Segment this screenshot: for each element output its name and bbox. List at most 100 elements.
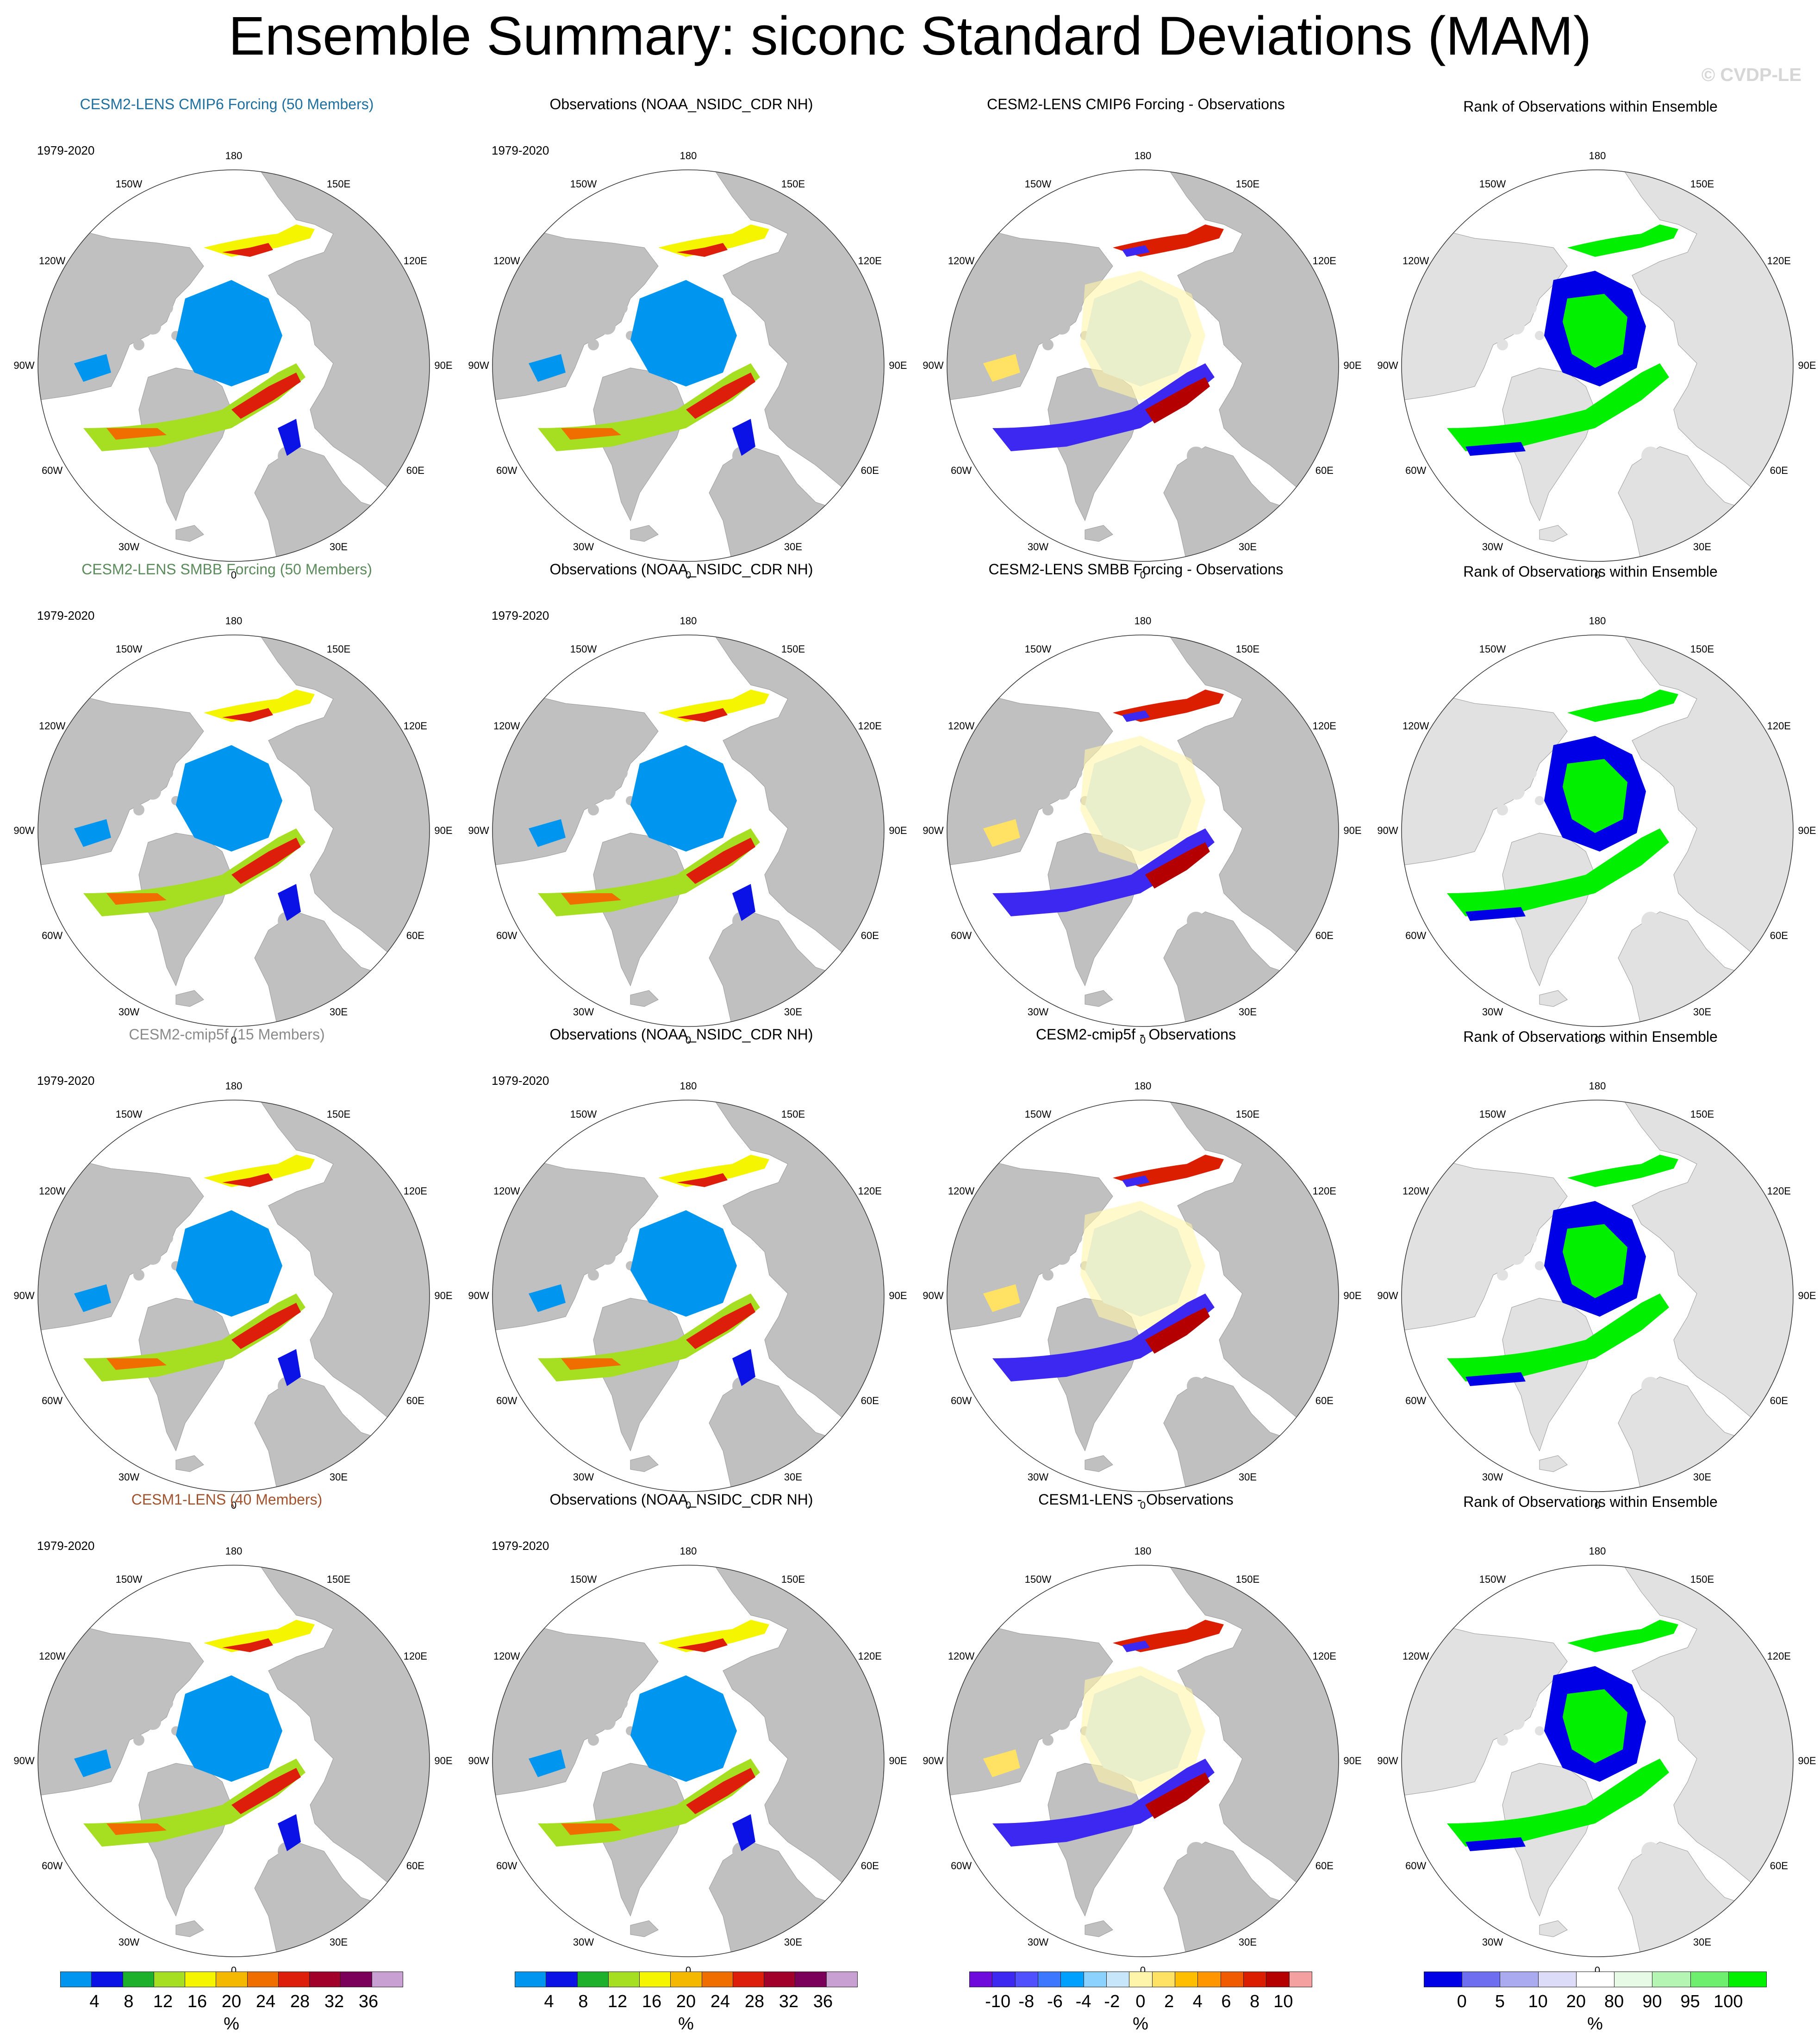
colorbar-swatch xyxy=(216,1972,248,1987)
colorbar-unit-label: % xyxy=(224,2014,239,2034)
longitude-label: 180 xyxy=(679,150,697,162)
colorbar-swatch xyxy=(1220,1972,1244,1987)
longitude-label: 90W xyxy=(13,360,35,371)
colorbar-swatch xyxy=(1690,1972,1729,1987)
colorbar-tick-label: -2 xyxy=(1104,1992,1120,2011)
longitude-label: 120W xyxy=(947,720,975,732)
polar-map xyxy=(37,169,430,562)
longitude-label: 90E xyxy=(434,360,453,371)
longitude-label: 90E xyxy=(889,1290,907,1301)
longitude-label: 120E xyxy=(858,720,882,732)
polar-map xyxy=(37,634,430,1027)
polar-map xyxy=(37,1100,430,1492)
polar-map xyxy=(947,634,1339,1027)
colorbar-swatch xyxy=(764,1972,796,1987)
longitude-label: 30E xyxy=(1238,1936,1257,1948)
longitude-label: 150E xyxy=(781,1108,805,1120)
colorbar-tick-label: 2 xyxy=(1164,1992,1174,2011)
longitude-label: 0 xyxy=(231,1499,237,1511)
colorbar-tick-label: 36 xyxy=(813,1992,833,2011)
longitude-label: 120W xyxy=(493,1185,520,1197)
colorbar-swatch xyxy=(826,1972,858,1987)
longitude-label: 30E xyxy=(1238,541,1257,553)
colorbar-swatch xyxy=(1728,1972,1767,1987)
longitude-label: 60E xyxy=(1315,929,1334,941)
longitude-label: 90W xyxy=(13,1290,35,1301)
colorbar-tick-label: 36 xyxy=(358,1992,379,2011)
longitude-label: 60E xyxy=(1315,1394,1334,1406)
colorbar-tick-label: 16 xyxy=(642,1992,662,2011)
colorbar-tick-label: 90 xyxy=(1642,1992,1662,2011)
longitude-label: 120W xyxy=(38,1185,66,1197)
colorbar-swatch xyxy=(122,1972,154,1987)
panel-title: Rank of Observations within Ensemble xyxy=(1463,1028,1718,1045)
longitude-label: 60W xyxy=(951,929,972,941)
longitude-label: 60W xyxy=(1405,1860,1427,1872)
polar-map xyxy=(1401,169,1794,562)
colorbar-swatch xyxy=(1576,1972,1615,1987)
colorbar-swatch xyxy=(91,1972,123,1987)
longitude-label: 180 xyxy=(1134,1545,1152,1557)
longitude-label: 150W xyxy=(570,1573,597,1585)
longitude-label: 30W xyxy=(573,1471,594,1483)
longitude-label: 150W xyxy=(115,643,143,655)
figure-title: Ensemble Summary: siconc Standard Deviat… xyxy=(228,6,1592,67)
panel-row1-diff: CESM2-LENS CMIP6 Forcing - Observations 1… xyxy=(909,95,1363,581)
colorbar-tick-label: 10 xyxy=(1528,1992,1548,2011)
longitude-label: 120E xyxy=(1312,255,1336,267)
colorbar-tick-label: 0 xyxy=(1457,1992,1467,2011)
panel-title: CESM1-LENS (40 Members) xyxy=(131,1491,323,1508)
longitude-label: 120E xyxy=(1767,1650,1791,1662)
longitude-label: 30W xyxy=(573,1006,594,1018)
longitude-label: 150W xyxy=(115,1108,143,1120)
longitude-label: 150E xyxy=(326,178,351,190)
longitude-label: 60E xyxy=(1315,464,1334,476)
longitude-label: 90W xyxy=(468,825,489,836)
longitude-label: 30E xyxy=(1238,1471,1257,1483)
longitude-label: 30E xyxy=(329,1936,348,1948)
longitude-label: 120E xyxy=(1767,255,1791,267)
colorbar-swatch xyxy=(1152,1972,1175,1987)
longitude-label: 180 xyxy=(1589,615,1606,627)
longitude-label: 30E xyxy=(1238,1006,1257,1018)
longitude-label: 150E xyxy=(1690,643,1714,655)
longitude-label: 120E xyxy=(1312,720,1336,732)
colorbar-swatch xyxy=(1060,1972,1084,1987)
longitude-label: 60E xyxy=(406,464,424,476)
longitude-label: 150E xyxy=(781,1573,805,1585)
colorbar-swatch xyxy=(1538,1972,1577,1987)
longitude-label: 60W xyxy=(1405,1394,1427,1406)
longitude-label: 90W xyxy=(1377,825,1398,836)
polar-map xyxy=(492,634,885,1027)
colorbar-swatch xyxy=(701,1972,733,1987)
longitude-label: 90E xyxy=(1343,1755,1362,1767)
longitude-label: 90E xyxy=(434,825,453,836)
longitude-label: 90W xyxy=(1377,1755,1398,1767)
longitude-label: 120W xyxy=(1402,255,1429,267)
colorbar-tick-label: 20 xyxy=(221,1992,242,2011)
colorbar-swatch xyxy=(732,1972,765,1987)
longitude-label: 90E xyxy=(889,360,907,371)
period-label: 1979-2020 xyxy=(492,143,549,157)
longitude-label: 180 xyxy=(1589,150,1606,162)
longitude-label: 0 xyxy=(685,1499,692,1511)
longitude-label: 90W xyxy=(468,1290,489,1301)
longitude-label: 90E xyxy=(1798,1290,1816,1301)
colorbar-unit-label: % xyxy=(678,2014,694,2034)
longitude-label: 90W xyxy=(922,825,944,836)
longitude-label: 0 xyxy=(1140,569,1146,581)
colorbar-tick-label: 24 xyxy=(256,1992,276,2011)
colorbar-swatch xyxy=(1015,1972,1038,1987)
panel-row4-model: CESM1-LENS (40 Members) 1979-2020 180 150E 1… xyxy=(0,1490,454,1976)
colorbar-tick-label: 32 xyxy=(779,1992,799,2011)
longitude-label: 120E xyxy=(1312,1185,1336,1197)
longitude-label: 120W xyxy=(1402,720,1429,732)
period-label: 1979-2020 xyxy=(37,609,95,622)
longitude-label: 30W xyxy=(118,541,140,553)
longitude-label: 60W xyxy=(951,464,972,476)
longitude-label: 60E xyxy=(1770,464,1788,476)
panel-row2-diff: CESM2-LENS SMBB Forcing - Observations 18… xyxy=(909,560,1363,1046)
panel-row2-obs: Observations (NOAA_NSIDC_CDR NH) 1979-202… xyxy=(455,560,908,1046)
longitude-label: 120E xyxy=(858,1650,882,1662)
